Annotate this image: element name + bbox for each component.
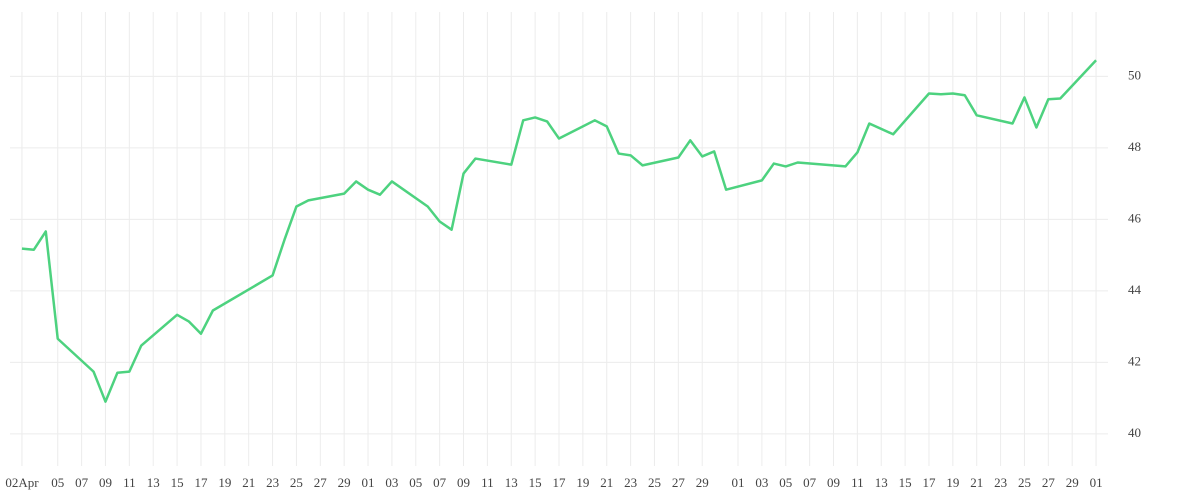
x-tick-label: 05	[409, 475, 422, 490]
x-tick-label: 01	[1090, 475, 1103, 490]
line-series	[21, 59, 1097, 403]
x-tick-label: 23	[624, 475, 637, 490]
x-tick-label: 17	[194, 475, 208, 490]
x-tick-label: 27	[672, 475, 686, 490]
x-tick-label: 21	[242, 475, 255, 490]
x-tick-label: 01	[362, 475, 375, 490]
x-tick-label: 13	[147, 475, 160, 490]
x-tick-label: 21	[600, 475, 613, 490]
x-tick-label: 19	[218, 475, 231, 490]
x-tick-label: 17	[553, 475, 567, 490]
x-tick-label: 27	[314, 475, 328, 490]
x-tick-label: 01	[732, 475, 745, 490]
x-tick-label: 29	[338, 475, 351, 490]
x-tick-label: 07	[803, 475, 817, 490]
x-tick-label: 23	[266, 475, 279, 490]
x-tick-label: 09	[457, 475, 470, 490]
y-tick-label: 40	[1128, 425, 1141, 440]
x-tick-label: 29	[696, 475, 709, 490]
x-tick-label: 03	[755, 475, 768, 490]
x-tick-label: 15	[171, 475, 184, 490]
x-tick-label: 27	[1042, 475, 1056, 490]
x-tick-label: 13	[875, 475, 888, 490]
x-tick-label: 07	[433, 475, 447, 490]
x-tick-label: 21	[970, 475, 983, 490]
x-tick-label: 07	[75, 475, 89, 490]
x-tick-label: 09	[99, 475, 112, 490]
x-tick-label: 05	[779, 475, 792, 490]
x-tick-label: 11	[123, 475, 136, 490]
x-tick-label: 17	[922, 475, 936, 490]
x-tick-label: 13	[505, 475, 518, 490]
x-tick-label: 29	[1066, 475, 1079, 490]
x-tick-label: 03	[385, 475, 398, 490]
y-tick-label: 42	[1128, 353, 1141, 368]
x-tick-label: 23	[994, 475, 1007, 490]
x-tick-label: 15	[529, 475, 542, 490]
x-tick-label: 11	[481, 475, 494, 490]
x-tick-label: 02Apr	[5, 475, 39, 490]
x-tick-label: 11	[851, 475, 864, 490]
x-tick-label: 25	[648, 475, 661, 490]
x-tick-label: 19	[946, 475, 959, 490]
y-tick-label: 48	[1128, 139, 1141, 154]
x-tick-label: 09	[827, 475, 840, 490]
y-tick-label: 50	[1128, 67, 1141, 82]
x-tick-label: 05	[51, 475, 64, 490]
y-tick-label: 46	[1128, 210, 1142, 225]
y-tick-label: 44	[1128, 282, 1142, 297]
x-tick-label: 25	[290, 475, 303, 490]
x-tick-label: 25	[1018, 475, 1031, 490]
x-tick-label: 15	[899, 475, 912, 490]
x-tick-label: 19	[576, 475, 589, 490]
